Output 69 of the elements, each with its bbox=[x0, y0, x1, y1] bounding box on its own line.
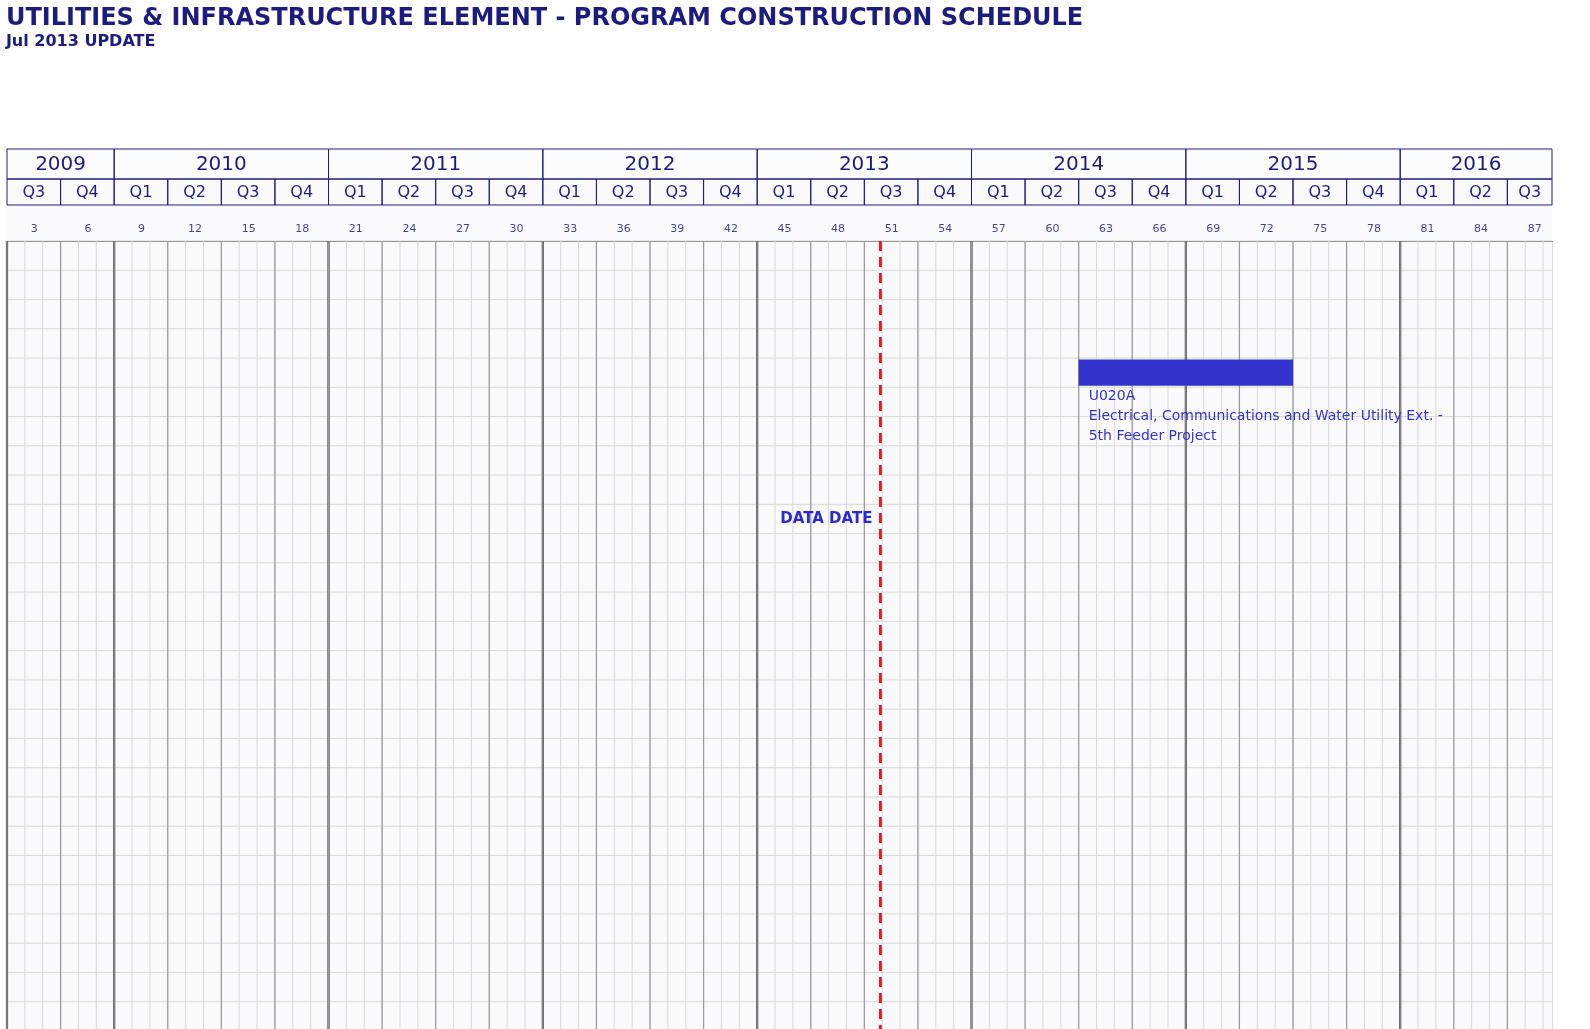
x-tick-label: 15 bbox=[241, 221, 256, 235]
band-label: Q4 bbox=[1147, 182, 1171, 201]
x-tick-label: 81 bbox=[1420, 221, 1435, 235]
chart-subtitle: Jul 2013 UPDATE bbox=[4, 30, 156, 50]
x-tick-label: 51 bbox=[884, 221, 899, 235]
band-label: 2013 bbox=[838, 151, 890, 175]
x-tick-label: 78 bbox=[1366, 221, 1381, 235]
band-label: Q3 bbox=[22, 182, 46, 201]
x-tick-label: 54 bbox=[938, 221, 953, 235]
x-tick-label: 24 bbox=[402, 221, 417, 235]
band-label: Q1 bbox=[986, 182, 1010, 201]
band-label: 2011 bbox=[410, 151, 462, 175]
x-tick-label: 57 bbox=[991, 221, 1006, 235]
band-label: Q4 bbox=[933, 182, 957, 201]
band-label: Q3 bbox=[1308, 182, 1332, 201]
x-tick-label: 9 bbox=[137, 221, 145, 235]
x-tick-label: 33 bbox=[563, 221, 578, 235]
x-tick-label: 66 bbox=[1152, 221, 1167, 235]
band-label: Q2 bbox=[1254, 182, 1278, 201]
band-label: Q2 bbox=[1040, 182, 1064, 201]
band-label: Q3 bbox=[451, 182, 474, 201]
band-label: Q3 bbox=[236, 182, 260, 201]
x-tick-label: 3 bbox=[30, 221, 38, 235]
x-tick-label: 18 bbox=[295, 221, 310, 235]
band-label: Q1 bbox=[1415, 182, 1439, 201]
band-label: 2010 bbox=[195, 151, 247, 175]
x-tick-label: 63 bbox=[1098, 221, 1113, 235]
x-tick-label: 30 bbox=[509, 221, 524, 235]
x-tick-label: 75 bbox=[1313, 221, 1328, 235]
x-tick-label: 48 bbox=[831, 221, 846, 235]
band-label: Q3 bbox=[879, 182, 903, 201]
band-label: Q1 bbox=[772, 182, 796, 201]
x-tick-label: 72 bbox=[1259, 221, 1274, 235]
band-label: Q3 bbox=[1094, 182, 1117, 201]
band-label: 2012 bbox=[624, 151, 676, 175]
band-label: Q2 bbox=[611, 182, 635, 201]
x-tick-label: 60 bbox=[1045, 221, 1060, 235]
band-label: Q3 bbox=[665, 182, 689, 201]
band-label: Q4 bbox=[75, 182, 99, 201]
band-label: Q2 bbox=[826, 182, 849, 201]
x-tick-label: 36 bbox=[616, 221, 631, 235]
band-label: Q3 bbox=[1518, 182, 1542, 201]
x-tick-label: 27 bbox=[455, 221, 470, 235]
band-label: Q1 bbox=[1201, 182, 1225, 201]
band-label: Q2 bbox=[397, 182, 421, 201]
band-label: 2015 bbox=[1267, 151, 1319, 175]
x-tick-label: 69 bbox=[1206, 221, 1221, 235]
x-tick-label: 21 bbox=[348, 221, 363, 235]
x-tick-label: 87 bbox=[1527, 221, 1542, 235]
band-label: 2014 bbox=[1053, 151, 1105, 175]
band-label: 2016 bbox=[1450, 151, 1502, 175]
x-tick-label: 84 bbox=[1474, 221, 1489, 235]
chart-title: UTILITIES & INFRASTRUCTURE ELEMENT - PROGRAM CONSTRUCTION SCHEDULE bbox=[5, 2, 1084, 31]
x-tick-label: 39 bbox=[670, 221, 685, 235]
x-tick-label: 6 bbox=[84, 221, 92, 235]
band-label: Q4 bbox=[504, 182, 528, 201]
band-label: Q1 bbox=[558, 182, 582, 201]
band-label: Q1 bbox=[343, 182, 367, 201]
band-label: Q2 bbox=[1469, 182, 1492, 201]
band-label: Q4 bbox=[1362, 182, 1385, 201]
x-tick-label: 45 bbox=[777, 221, 792, 235]
band-label: Q4 bbox=[290, 182, 314, 201]
band-label: Q1 bbox=[129, 182, 153, 201]
band-label: Q2 bbox=[183, 182, 206, 201]
x-tick-label: 12 bbox=[188, 221, 203, 235]
band-label: 2009 bbox=[35, 151, 87, 175]
band-label: Q4 bbox=[718, 182, 742, 201]
ref-line-label: DATA DATE bbox=[780, 508, 873, 527]
x-tick-label: 42 bbox=[723, 221, 738, 235]
